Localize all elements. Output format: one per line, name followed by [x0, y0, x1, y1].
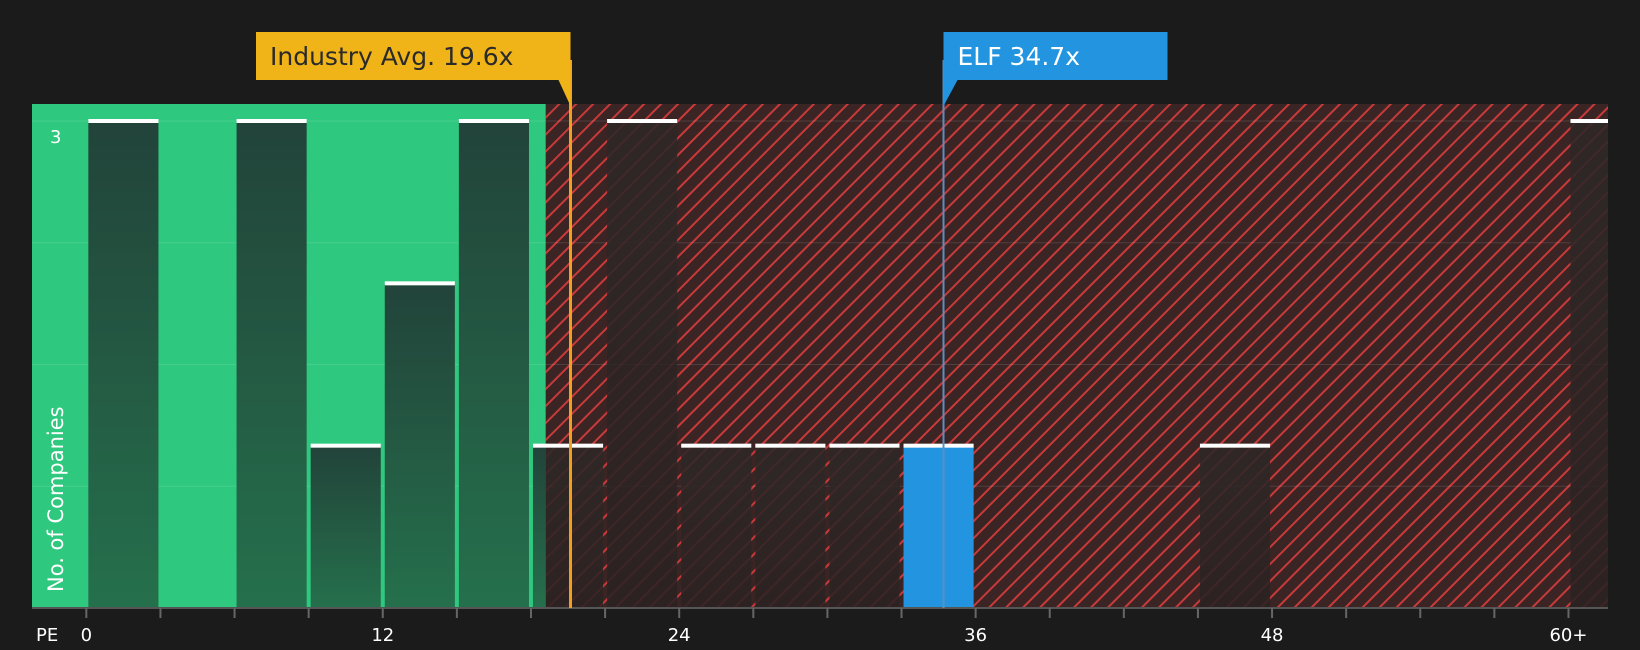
- y-axis-label: No. of Companies: [44, 406, 68, 592]
- bar: [1199, 443, 1271, 608]
- bar-cap: [903, 443, 974, 448]
- x-tick-label: 48: [1261, 625, 1284, 646]
- bar: [88, 119, 159, 608]
- bar-cap: [532, 443, 604, 448]
- bar-cap: [236, 119, 307, 123]
- y-tick-label: 3: [50, 127, 61, 148]
- bar-cap: [607, 119, 678, 123]
- bar: [458, 119, 529, 608]
- bars-group: [88, 119, 1608, 608]
- bar-body: [681, 445, 752, 608]
- bar-cap: [1199, 443, 1271, 448]
- bar-cap: [310, 443, 381, 448]
- bar-body: [88, 121, 159, 608]
- bar: [681, 443, 752, 608]
- bar-cap: [1570, 119, 1608, 123]
- bar-body: [458, 121, 529, 608]
- bar-body-segment: [532, 445, 546, 608]
- industry-average-marker: Industry Avg. 19.6x: [256, 32, 573, 608]
- company-pe-label: ELF 34.7x: [958, 42, 1081, 71]
- x-tick-labels: 0 12 24 36 48 60+: [81, 625, 1588, 646]
- x-tick-label: 0: [81, 625, 92, 646]
- bar: [829, 443, 900, 608]
- bar-cap: [458, 119, 529, 123]
- bar: [384, 281, 455, 608]
- bar-cap: [829, 443, 900, 448]
- bar: [607, 119, 678, 608]
- industry-average-callout: [256, 32, 571, 106]
- bar-body: [384, 283, 455, 608]
- x-tick-label: 24: [668, 625, 691, 646]
- bar-body: [829, 445, 900, 608]
- company-pe-marker: ELF 34.7x: [942, 32, 1168, 608]
- bar-body: [1199, 445, 1271, 608]
- x-axis-label: PE: [36, 625, 58, 646]
- bar-cap: [88, 119, 159, 123]
- bar-body: [903, 445, 974, 608]
- industry-average-label: Industry Avg. 19.6x: [270, 42, 513, 71]
- bar: [236, 119, 307, 608]
- bar-cap: [384, 281, 455, 286]
- bar-body: [755, 445, 826, 608]
- bar: [532, 443, 604, 608]
- x-tick-label: 12: [371, 625, 394, 646]
- bar: [1570, 119, 1608, 608]
- bar-body: [310, 445, 381, 608]
- x-tick-label: 36: [964, 625, 987, 646]
- bar-body: [607, 121, 678, 608]
- bar: [310, 443, 381, 608]
- bar: [755, 443, 826, 608]
- bar-cap: [755, 443, 826, 448]
- bar-body: [1570, 121, 1608, 608]
- bar-highlight: [903, 443, 974, 608]
- bar-body: [236, 121, 307, 608]
- company-pe-callout: [943, 32, 1168, 106]
- x-tick-label: 60+: [1549, 625, 1587, 646]
- x-ticks: [85, 608, 1570, 618]
- bar-cap: [681, 443, 752, 448]
